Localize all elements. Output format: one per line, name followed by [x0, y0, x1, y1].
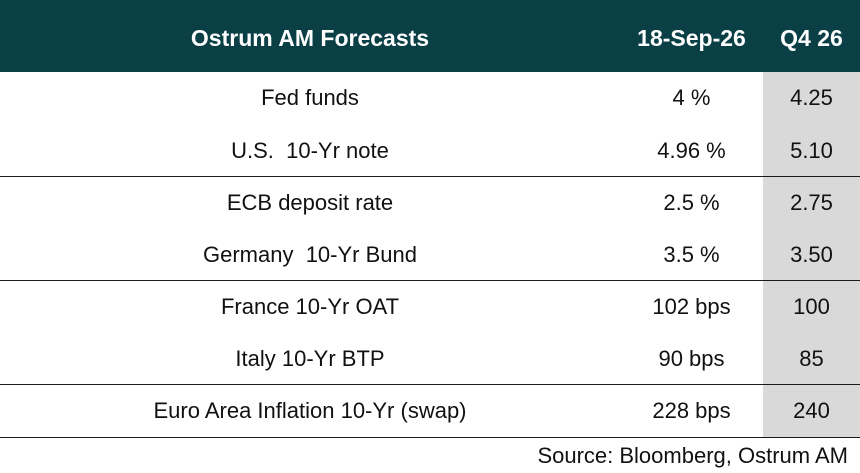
- row-current: 228 bps: [652, 398, 731, 423]
- row-label: Italy 10-Yr BTP: [235, 346, 385, 371]
- row-forecast: 4.25: [790, 85, 833, 110]
- row-forecast: 3.50: [790, 242, 833, 267]
- row-forecast: 5.10: [790, 138, 833, 163]
- row-label: Germany 10-Yr Bund: [203, 242, 417, 267]
- table-row: Euro Area Inflation 10-Yr (swap) 228 bps…: [0, 385, 860, 437]
- forecast-column-shading: [763, 72, 860, 438]
- row-current: 4.96 %: [657, 138, 726, 163]
- header-title: Ostrum AM Forecasts: [190, 25, 430, 51]
- group-separator: [0, 384, 860, 385]
- row-label: Euro Area Inflation 10-Yr (swap): [153, 398, 467, 423]
- row-current: 4 %: [672, 85, 711, 110]
- row-forecast: 85: [799, 346, 824, 371]
- table-row: Italy 10-Yr BTP 90 bps 85: [0, 333, 860, 385]
- row-forecast: 2.75: [790, 190, 833, 215]
- row-label: U.S. 10-Yr note: [231, 138, 389, 163]
- row-forecast: 100: [793, 294, 830, 319]
- table-bottom-border: [0, 437, 860, 438]
- table-row: France 10-Yr OAT 102 bps 100: [0, 281, 860, 333]
- row-current: 102 bps: [652, 294, 731, 319]
- group-separator: [0, 176, 860, 177]
- row-current: 90 bps: [658, 346, 725, 371]
- table-header: Ostrum AM Forecasts 18-Sep-26 Q4 26: [0, 0, 860, 72]
- row-current: 2.5 %: [663, 190, 720, 215]
- row-label: ECB deposit rate: [226, 190, 394, 215]
- table-row: Germany 10-Yr Bund 3.5 % 3.50: [0, 229, 860, 281]
- header-quarter: Q4 26: [780, 25, 843, 51]
- header-date: 18-Sep-26: [637, 25, 746, 51]
- row-forecast: 240: [793, 398, 830, 423]
- table-row: ECB deposit rate 2.5 % 2.75: [0, 177, 860, 229]
- table-row: U.S. 10-Yr note 4.96 % 5.10: [0, 125, 860, 177]
- row-label: France 10-Yr OAT: [220, 294, 400, 319]
- table-row: Fed funds 4 % 4.25: [0, 72, 860, 124]
- group-separator: [0, 280, 860, 281]
- row-current: 3.5 %: [663, 242, 720, 267]
- row-label: Fed funds: [261, 85, 359, 110]
- source-note: Source: Bloomberg, Ostrum AM: [537, 443, 848, 468]
